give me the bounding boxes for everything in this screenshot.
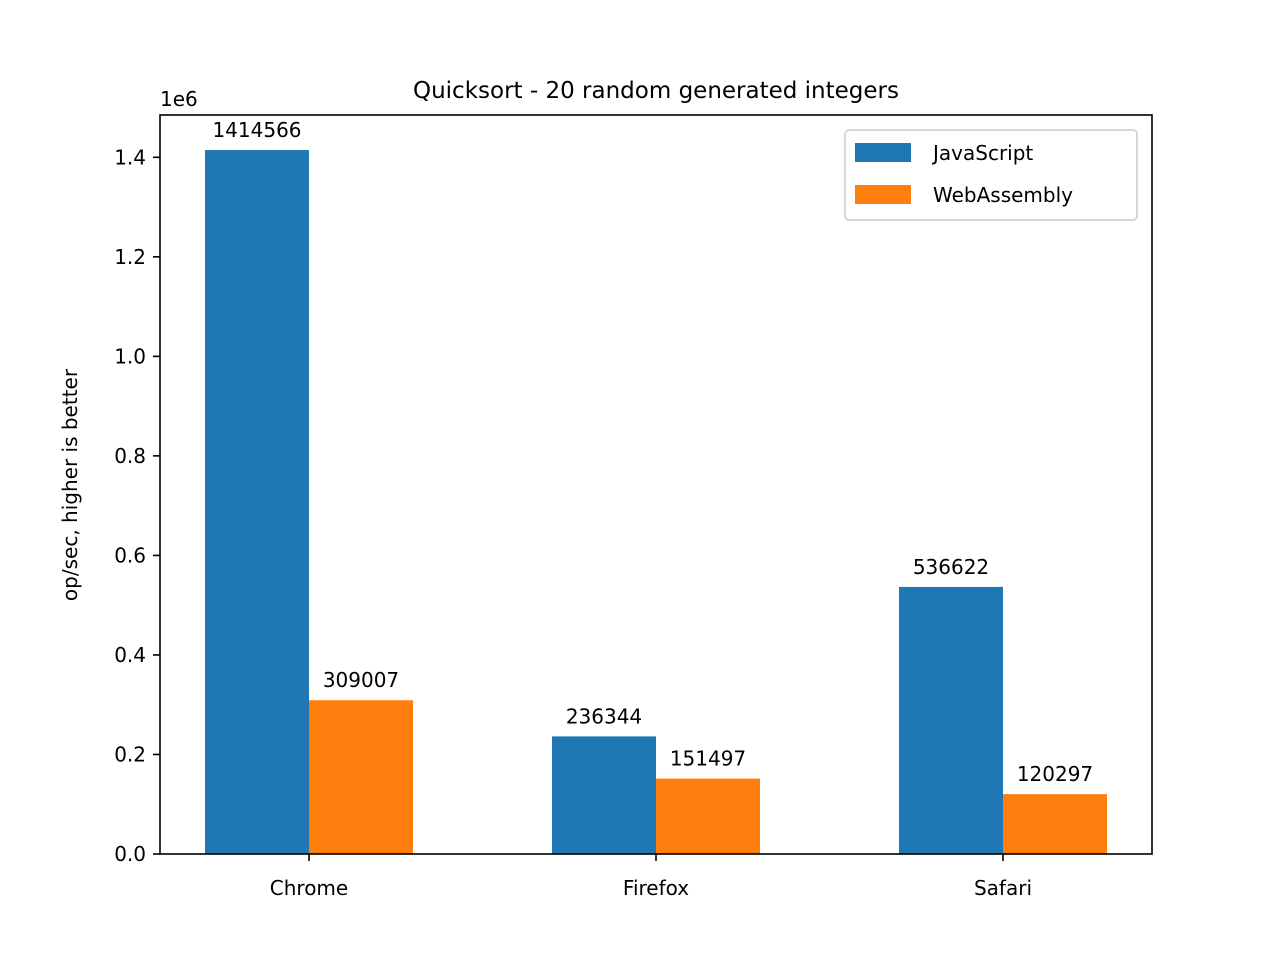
bar-value-label: 120297 <box>1017 762 1093 786</box>
bars-layer <box>205 150 1107 854</box>
bar-value-label: 151497 <box>670 747 746 771</box>
legend-label-javascript: JavaScript <box>931 141 1033 165</box>
legend: JavaScript WebAssembly <box>844 129 1138 221</box>
y-tick-label: 0.4 <box>114 643 146 667</box>
y-axis-label: op/sec, higher is better <box>58 368 82 601</box>
bar-webassembly-chrome <box>309 700 413 854</box>
legend-box <box>844 129 1138 221</box>
legend-swatch-javascript <box>855 143 911 162</box>
y-tick-label: 0.0 <box>114 842 146 866</box>
bar-labels-layer: 1414566 236344 536622 309007 151497 120297 <box>212 118 1093 786</box>
plot-frame <box>159 114 1153 855</box>
y-axis-offset-label: 1e6 <box>160 87 198 111</box>
bar-webassembly-safari <box>1003 794 1107 854</box>
chart-title: Quicksort - 20 random generated integers <box>413 78 899 104</box>
bar-value-label: 236344 <box>566 704 642 728</box>
bar-webassembly-firefox <box>656 778 760 854</box>
legend-swatch-webassembly <box>855 185 911 204</box>
x-tick-label: Safari <box>974 876 1032 900</box>
y-tick-label: 0.6 <box>114 543 146 567</box>
bar-javascript-chrome <box>205 150 309 854</box>
y-tick-label: 0.2 <box>114 742 146 766</box>
y-tick-label: 1.0 <box>114 344 146 368</box>
y-tick-label: 0.8 <box>114 444 146 468</box>
bar-value-label: 309007 <box>323 668 399 692</box>
bar-javascript-firefox <box>552 736 656 854</box>
y-axis: 0.0 0.2 0.4 0.6 0.8 1.0 1.2 1.4 <box>114 145 160 866</box>
legend-label-webassembly: WebAssembly <box>933 183 1073 207</box>
y-tick-label: 1.2 <box>114 245 146 269</box>
x-axis: Chrome Firefox Safari <box>270 854 1032 900</box>
x-tick-label: Firefox <box>623 876 689 900</box>
bar-javascript-safari <box>899 586 1003 854</box>
bar-value-label: 536622 <box>913 555 989 579</box>
bar-value-label: 1414566 <box>212 118 301 142</box>
y-tick-label: 1.4 <box>114 145 146 169</box>
x-tick-label: Chrome <box>270 876 348 900</box>
